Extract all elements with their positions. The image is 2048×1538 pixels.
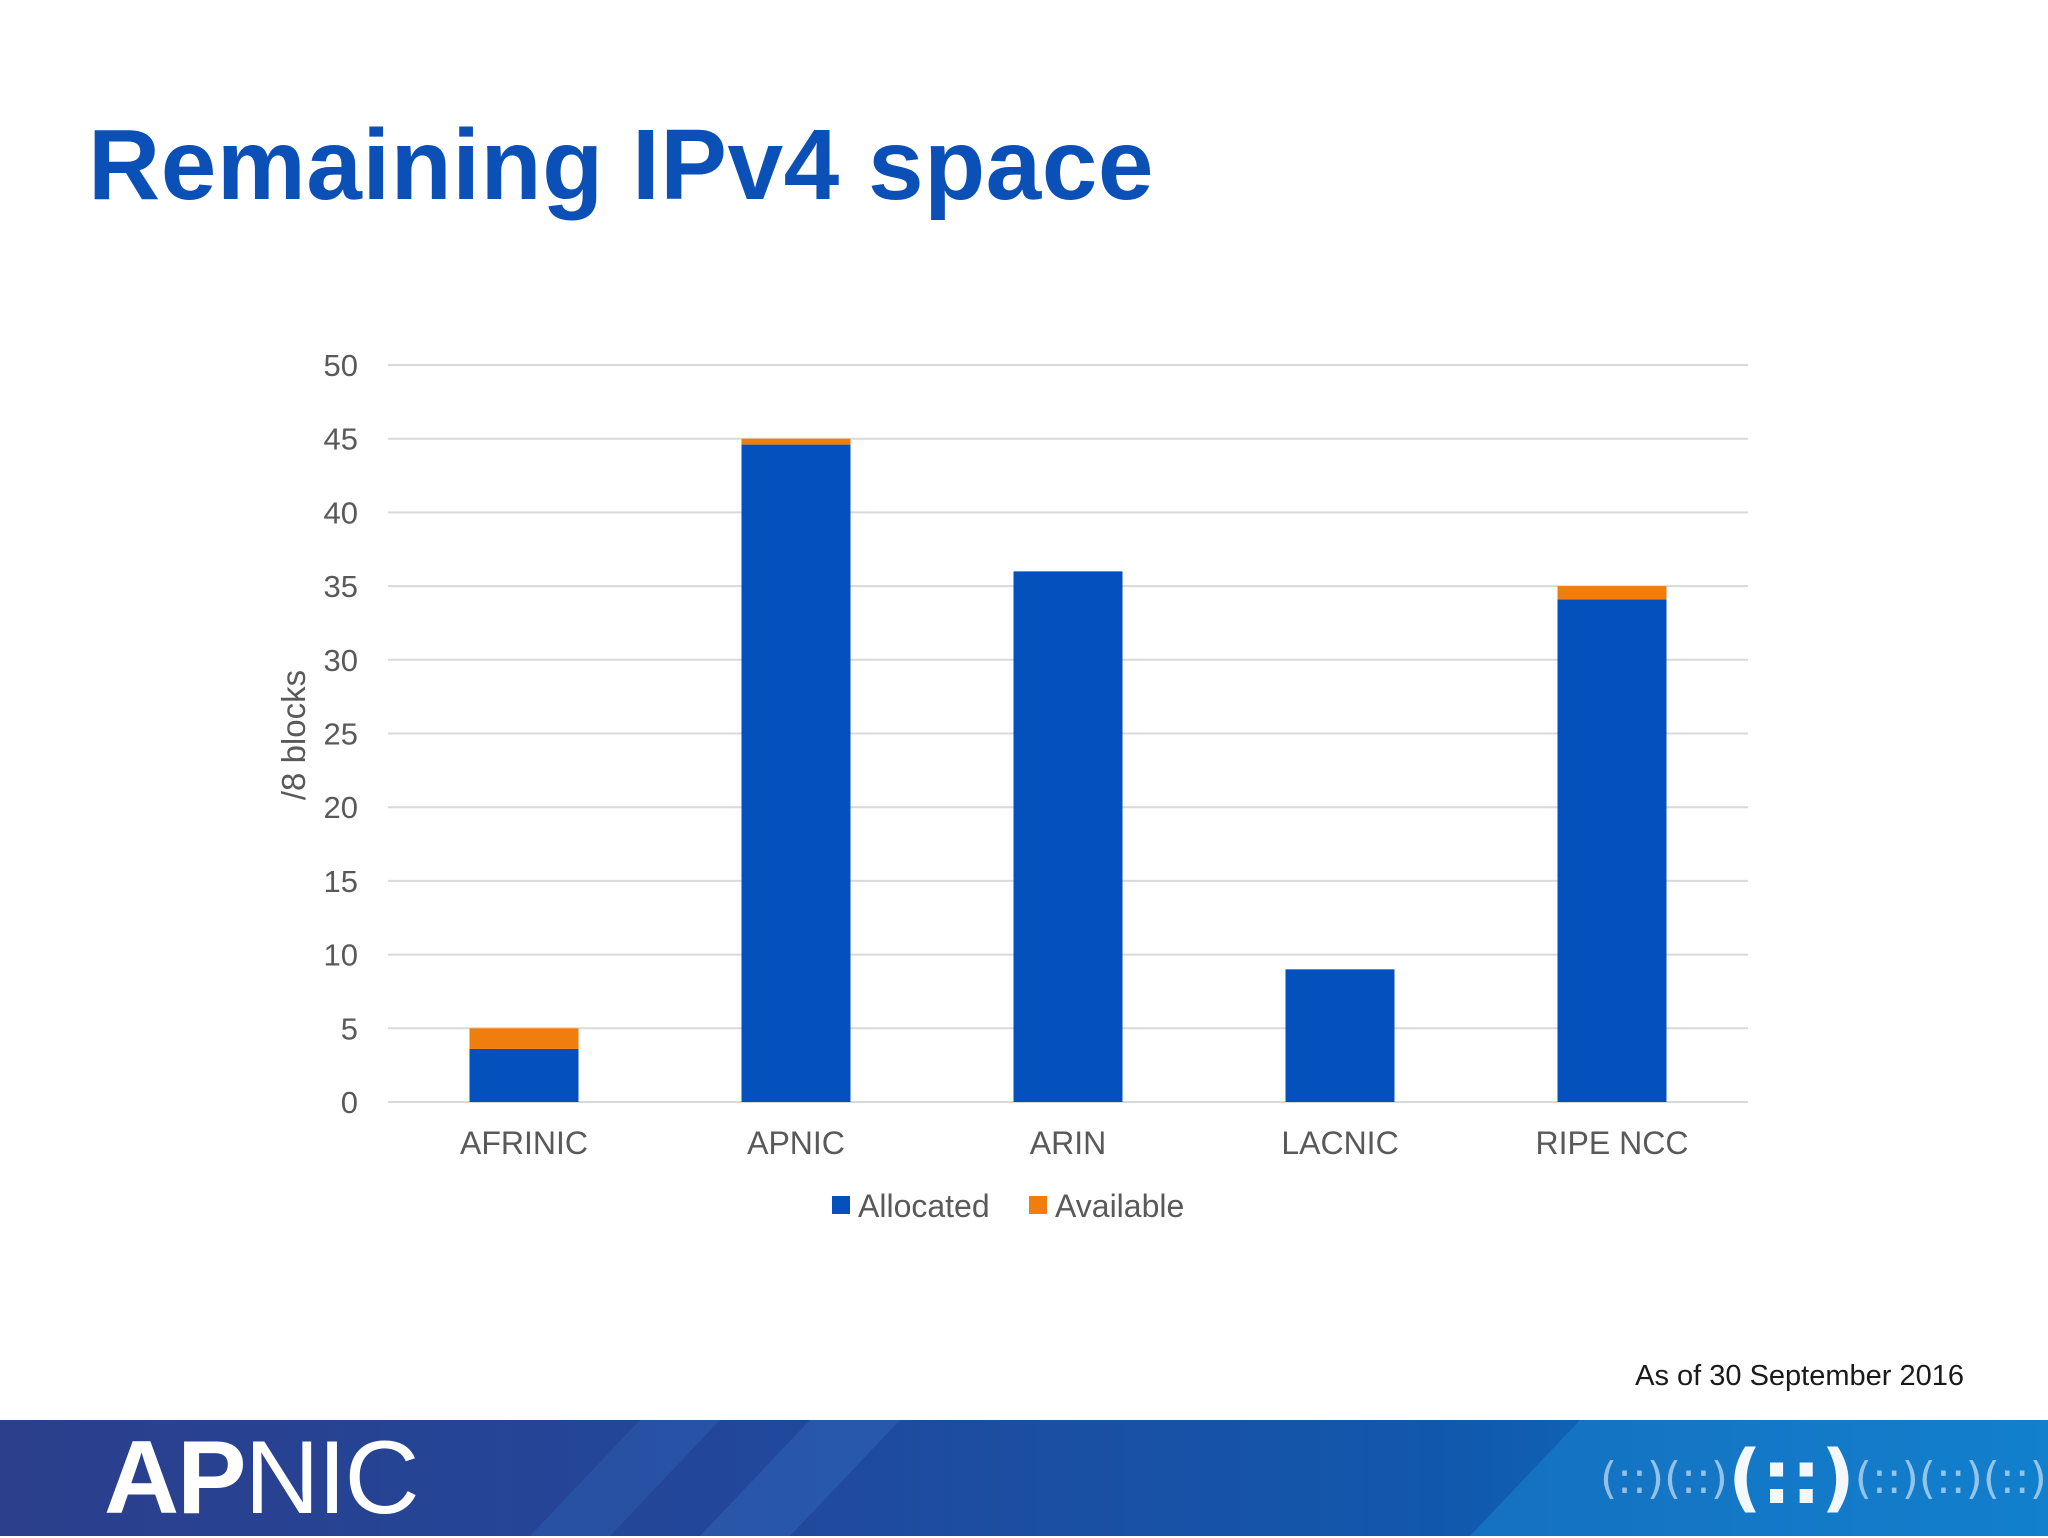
x-tick-label: AFRINIC	[460, 1125, 588, 1161]
stacked-bar-chart: 0 5 10 15 20 25 30 35 40 45 50 AFRINIC APNIC ARIN LAC…	[275, 348, 1748, 1224]
emblem-right: (::)(::)(::)	[1854, 1452, 2047, 1504]
x-tick-label: ARIN	[1030, 1125, 1106, 1161]
x-tick-label: APNIC	[747, 1125, 845, 1161]
emblem-center: (::)	[1727, 1435, 1855, 1521]
y-tick-label: 45	[324, 422, 358, 457]
y-tick-labels: 0 5 10 15 20 25 30 35 40 45 50	[324, 348, 358, 1120]
y-tick-label: 10	[324, 938, 358, 973]
bars	[469, 438, 1667, 1102]
logo-text-bold: AP	[104, 1419, 246, 1536]
x-tick-label: RIPE NCC	[1536, 1125, 1689, 1161]
y-tick-label: 5	[341, 1011, 358, 1046]
legend-label: Available	[1055, 1188, 1184, 1224]
bar-available-ripe-ncc	[1557, 586, 1667, 600]
y-tick-label: 30	[324, 643, 358, 678]
bar-allocated-afrinic	[469, 1048, 579, 1102]
footer-bar	[0, 1420, 2048, 1536]
y-tick-label: 25	[324, 717, 358, 752]
as-of-date-note: As of 30 September 2016	[1635, 1360, 1964, 1392]
y-tick-label: 20	[324, 790, 358, 825]
apnic-logo: AP NIC	[104, 1419, 420, 1536]
y-tick-label: 35	[324, 569, 358, 604]
x-tick-label: LACNIC	[1281, 1125, 1398, 1161]
logo-text-thin: NIC	[244, 1419, 419, 1536]
legend-swatch	[1029, 1196, 1047, 1214]
bar-allocated-ripe-ncc	[1557, 599, 1667, 1102]
bar-allocated-lacnic	[1285, 969, 1395, 1102]
x-tick-labels: AFRINIC APNIC ARIN LACNIC RIPE NCC	[460, 1125, 1688, 1161]
bar-available-afrinic	[469, 1028, 579, 1049]
bar-allocated-apnic	[741, 444, 851, 1102]
legend: Allocated Available	[832, 1188, 1184, 1224]
y-tick-label: 50	[324, 348, 358, 383]
slide-title: Remaining IPv4 space	[88, 109, 1155, 221]
bar-allocated-arin	[1013, 571, 1123, 1102]
emblem-left: (::)(::)	[1600, 1452, 1728, 1504]
legend-label: Allocated	[858, 1188, 990, 1224]
y-tick-label: 40	[324, 495, 358, 530]
apnic-emblem: (::)(::) (::) (::)(::)(::)	[1600, 1420, 2047, 1536]
bar-available-apnic	[741, 438, 851, 445]
y-tick-label: 0	[341, 1085, 358, 1120]
y-axis-label: /8 blocks	[275, 670, 312, 800]
y-tick-label: 15	[324, 864, 358, 899]
legend-swatch	[832, 1196, 850, 1214]
